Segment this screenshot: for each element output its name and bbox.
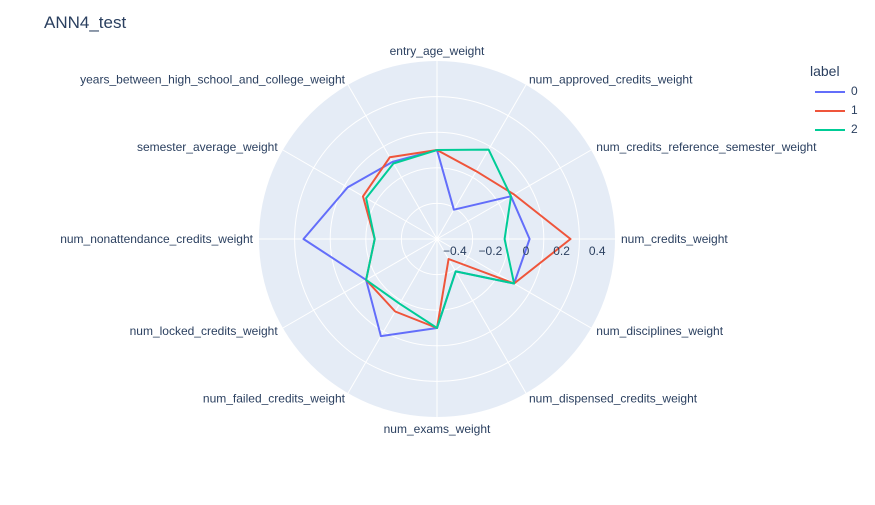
category-label: entry_age_weight	[390, 44, 485, 58]
category-label: years_between_high_school_and_college_we…	[80, 73, 346, 87]
chart-title: ANN4_test	[44, 13, 127, 32]
legend-title: label	[810, 63, 840, 79]
legend-item-1[interactable]: 1	[810, 102, 858, 121]
angular-grid-line	[436, 238, 527, 394]
radial-tick-label: 0.2	[553, 244, 570, 258]
angular-grid-line	[347, 238, 438, 394]
legend-label: 0	[851, 84, 858, 98]
series-line-2	[365, 148, 516, 329]
legend-label: 2	[851, 122, 858, 136]
legend-item-0[interactable]: 0	[810, 83, 858, 102]
radial-tick-label: −0.2	[479, 244, 503, 258]
legend-line-icon	[815, 91, 845, 93]
legend-item-2[interactable]: 2	[810, 121, 858, 140]
category-label: num_exams_weight	[384, 422, 491, 436]
category-label: num_locked_credits_weight	[130, 324, 279, 338]
category-label: num_disciplines_weight	[596, 324, 723, 338]
category-label: num_dispensed_credits_weight	[529, 391, 698, 405]
category-label: num_credits_reference_semester_weight	[596, 140, 817, 154]
radial-tick-label: −0.4	[443, 244, 467, 258]
angular-grid-line	[282, 238, 438, 329]
legend: label 0 1 2	[810, 63, 858, 140]
category-label: num_failed_credits_weight	[203, 391, 346, 405]
radial-tick-label: 0	[523, 244, 530, 258]
category-label: num_credits_weight	[621, 232, 728, 246]
radial-tick-label: 0.4	[589, 244, 606, 258]
category-label: num_approved_credits_weight	[529, 73, 693, 87]
category-label: num_nonattendance_credits_weight	[60, 232, 253, 246]
legend-label: 1	[851, 103, 858, 117]
angular-grid-line	[282, 149, 438, 240]
category-label: semester_average_weight	[137, 140, 278, 154]
angular-grid-line	[436, 84, 527, 240]
legend-line-icon	[815, 129, 845, 131]
legend-line-icon	[815, 110, 845, 112]
